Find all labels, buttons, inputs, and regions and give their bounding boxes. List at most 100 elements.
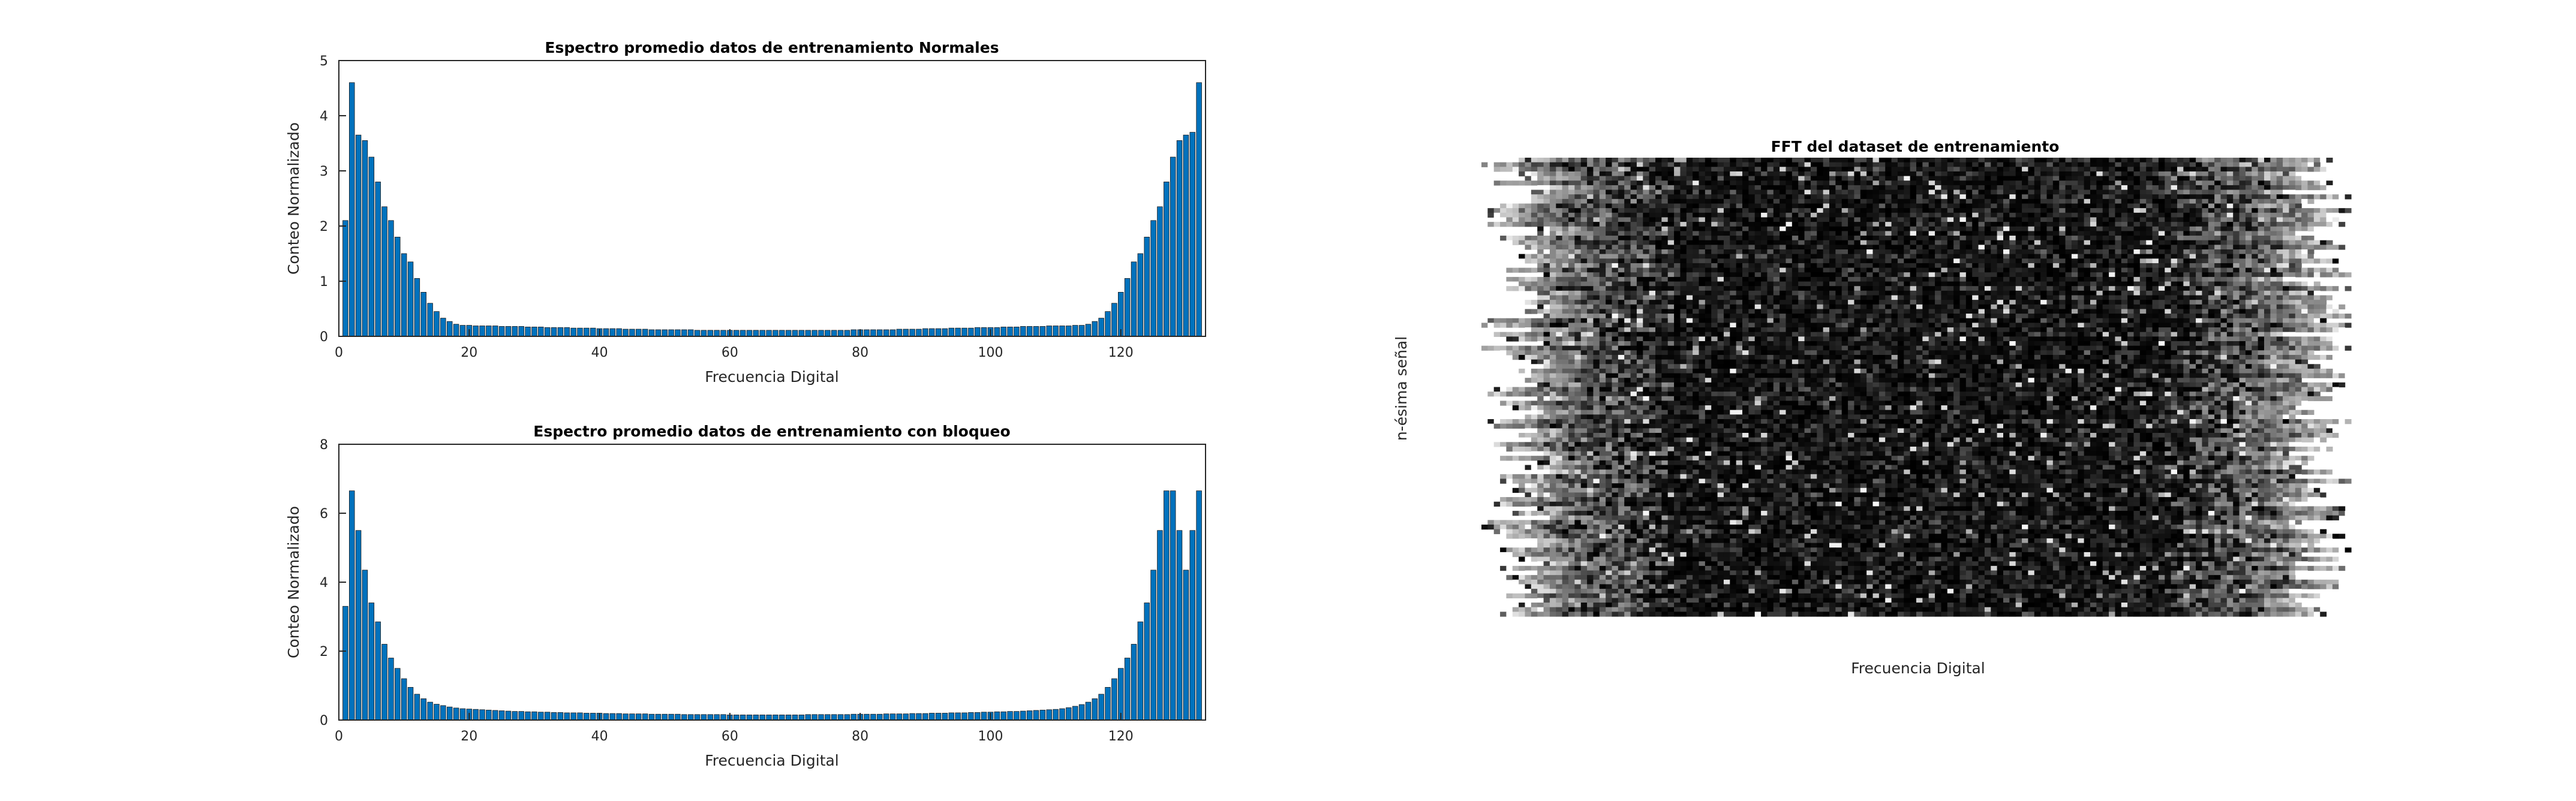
heatmap-cell — [2226, 290, 2234, 296]
heatmap-cell — [1978, 180, 1985, 186]
heatmap-cell — [2015, 245, 2022, 250]
heatmap-cell — [1761, 309, 1768, 314]
heatmap-cell — [1661, 309, 1669, 314]
c2-bar — [773, 714, 778, 721]
heatmap-cell — [1798, 286, 1805, 291]
heatmap-cell — [1730, 276, 1737, 282]
heatmap-cell — [1723, 254, 1730, 259]
heatmap-cell — [1667, 245, 1675, 250]
heatmap-cell — [2226, 222, 2234, 227]
heatmap-cell — [1910, 208, 1917, 213]
heatmap-cell — [1711, 208, 1718, 213]
heatmap-cell — [2189, 258, 2196, 264]
heatmap-cell — [2189, 240, 2196, 245]
heatmap-cell — [1543, 189, 1550, 195]
heatmap-cell — [1519, 171, 1526, 177]
heatmap-cell — [1587, 198, 1594, 204]
heatmap-cell — [2202, 314, 2209, 319]
heatmap-cell — [2165, 203, 2172, 209]
heatmap-cell — [1606, 171, 1613, 177]
heatmap-cell — [2115, 304, 2122, 310]
heatmap-cell — [1848, 198, 1855, 204]
heatmap-cell — [2252, 162, 2259, 167]
heatmap-cell — [1829, 276, 1836, 282]
heatmap-cell — [2245, 304, 2252, 310]
heatmap-cell — [2046, 194, 2054, 200]
heatmap-cell — [1773, 208, 1780, 213]
heatmap-cell — [1512, 240, 1519, 245]
c2-bar — [401, 678, 407, 721]
c2-bar — [1046, 709, 1052, 721]
heatmap-cell — [1810, 281, 1817, 287]
heatmap-cell — [1643, 281, 1650, 287]
heatmap-cell — [1612, 176, 1619, 181]
heatmap-cell — [2133, 226, 2141, 231]
heatmap-cell — [2127, 245, 2135, 250]
heatmap-cell — [1543, 258, 1550, 264]
heatmap-cell — [1872, 258, 1880, 264]
heatmap-cell — [2165, 281, 2172, 287]
heatmap-cell — [2270, 300, 2277, 305]
heatmap-cell — [1711, 231, 1718, 236]
heatmap-cell — [2009, 286, 2016, 291]
heatmap-cell — [2171, 167, 2178, 172]
heatmap-cell — [2102, 231, 2109, 236]
heatmap-cell — [1655, 309, 1662, 314]
heatmap-cell — [2276, 263, 2283, 269]
heatmap-cell — [1854, 217, 1861, 222]
heatmap-cell — [2239, 314, 2246, 319]
heatmap-cell — [1680, 281, 1687, 287]
heatmap-cell — [1636, 304, 1643, 310]
heatmap-cell — [1612, 240, 1619, 245]
heatmap-cell — [1556, 318, 1563, 323]
heatmap-cell — [2301, 254, 2309, 259]
heatmap-cell — [2127, 194, 2135, 200]
heatmap-cell — [1984, 258, 1991, 264]
heatmap-cell — [2165, 290, 2172, 296]
heatmap-cell — [1580, 171, 1588, 177]
heatmap-cell — [1848, 222, 1855, 227]
heatmap-cell — [1922, 249, 1929, 255]
heatmap-cell — [1878, 281, 1886, 287]
heatmap-cell — [2295, 217, 2302, 222]
heatmap-cell — [2009, 254, 2016, 259]
heatmap-cell — [1593, 180, 1600, 186]
heatmap-cell — [1935, 222, 1942, 227]
heatmap-cell — [2102, 254, 2109, 259]
heatmap-cell — [1630, 171, 1637, 177]
heatmap-cell — [1661, 231, 1669, 236]
heatmap-cell — [1686, 267, 1693, 273]
heatmap-cell — [2015, 236, 2022, 241]
heatmap-cell — [1817, 185, 1824, 191]
heatmap-cell — [1941, 276, 1948, 282]
c1-bar — [1164, 181, 1170, 337]
heatmap-cell — [1829, 158, 1836, 163]
heatmap-cell — [2258, 158, 2265, 163]
heatmap-cell — [2071, 198, 2078, 204]
c1-bar — [505, 326, 512, 337]
c1-bar — [453, 324, 459, 337]
heatmap-cell — [1618, 286, 1625, 291]
heatmap-cell — [1872, 263, 1880, 269]
heatmap-cell — [2071, 258, 2078, 264]
heatmap-cell — [1655, 249, 1662, 255]
heatmap-cell — [1848, 254, 1855, 259]
heatmap-cell — [2046, 226, 2054, 231]
heatmap-cell — [2264, 236, 2271, 241]
heatmap-cell — [2214, 185, 2222, 191]
heatmap-cell — [1543, 176, 1550, 181]
heatmap-cell — [1549, 180, 1556, 186]
heatmap-cell — [2133, 171, 2141, 177]
heatmap-cell — [1705, 231, 1712, 236]
heatmap-cell — [2183, 167, 2190, 172]
heatmap-cell — [1574, 240, 1582, 245]
heatmap-cell — [1543, 290, 1550, 296]
heatmap-cell — [2233, 171, 2240, 177]
heatmap-cell — [1978, 254, 1985, 259]
heatmap-cell — [2326, 245, 2333, 250]
heatmap-cell — [2022, 176, 2029, 181]
heatmap-cell — [1531, 208, 1538, 213]
heatmap-cell — [1780, 171, 1787, 177]
heatmap-cell — [1661, 254, 1669, 259]
heatmap-cell — [2239, 309, 2246, 314]
